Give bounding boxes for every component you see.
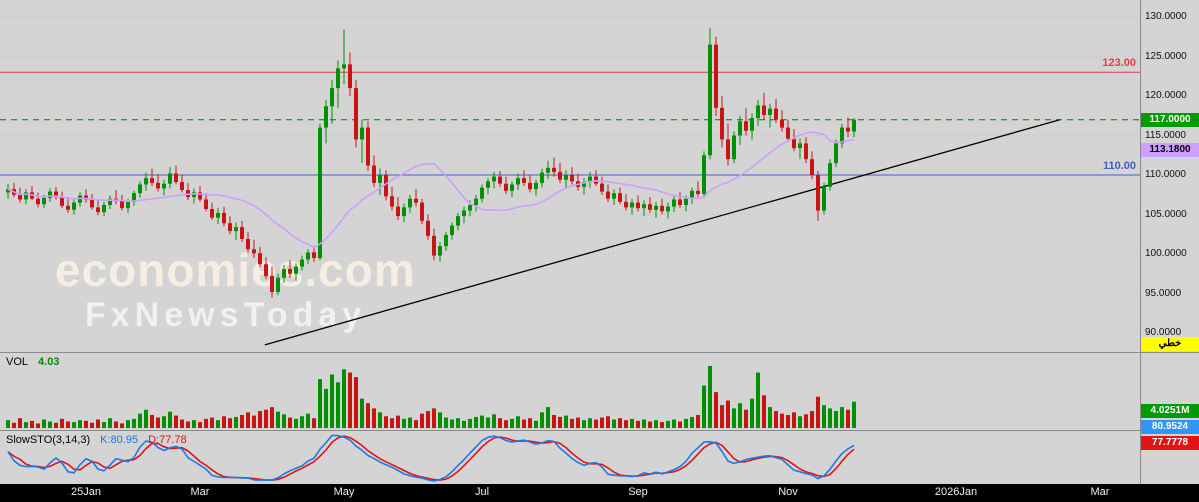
watermark: economies.com FxNewsToday: [55, 246, 416, 334]
overlay-lines[interactable]: [0, 71, 1140, 176]
price-tick-label: 125.0000: [1145, 50, 1187, 62]
price-tick-label: 110.0000: [1145, 169, 1186, 180]
ma-value-badge: 113.1800: [1141, 143, 1199, 157]
volume-bars: [6, 366, 856, 428]
time-axis-label: Nov: [778, 486, 798, 498]
price-tick-label: 130.0000: [1145, 11, 1187, 22]
last-price-badge: 117.0000: [1141, 113, 1199, 127]
time-axis-label: Mar: [1090, 486, 1110, 498]
time-axis-label: Jul: [474, 486, 490, 498]
price-tick-label: 100.0000: [1145, 248, 1187, 259]
volume-value-badge: 4.0251M: [1141, 404, 1199, 418]
price-tick-label: 120.0000: [1145, 90, 1187, 101]
candles: [6, 28, 856, 298]
price-tick-label: 105.0000: [1145, 208, 1187, 220]
volume-panel-title: VOL 4.03: [6, 356, 59, 368]
watermark-brand: economies.com: [55, 244, 416, 296]
stochastic-k-value: K:80.95: [100, 434, 139, 446]
stoch-k-line: [7, 434, 855, 482]
stoch-k-badge: 80.9524: [1141, 420, 1199, 434]
watermark-subbrand: FxNewsToday: [85, 296, 367, 335]
time-axis-label: Sep: [628, 486, 648, 498]
time-axis-label: 25Jan: [71, 486, 101, 498]
time-axis-label: 2026Jan: [934, 486, 978, 498]
time-axis-label: May: [333, 486, 355, 498]
stochastic-lines: [7, 434, 855, 482]
chart-type-badge[interactable]: خطي: [1141, 337, 1199, 351]
volume-indicator-label: VOL: [6, 356, 29, 368]
price-tick-label: 90.0000: [1145, 327, 1182, 338]
resistance-line-label: 123.00: [1102, 57, 1136, 70]
time-axis-label: Mar: [190, 486, 210, 498]
price-axis[interactable]: 130.0000 125.0000 120.0000 115.0000 110.0000…: [1141, 0, 1199, 484]
stochastic-panel-title: SlowSTO(3,14,3) K:80.95 D:77.78: [6, 434, 197, 446]
volume-current-value: 4.03: [38, 356, 60, 368]
trend-line[interactable]: [264, 119, 1060, 346]
support-line-label: 110.00: [1102, 160, 1136, 172]
stoch-d-badge: 77.7778: [1141, 436, 1199, 450]
price-tick-label: 95.0000: [1145, 287, 1182, 299]
time-axis[interactable]: 25Jan Mar May Jul Sep Nov 2026Jan Mar: [0, 484, 1199, 502]
panel-dividers: [0, 0, 1199, 484]
stochastic-indicator-label: SlowSTO(3,14,3): [6, 434, 91, 446]
stochastic-d-value: D:77.78: [148, 434, 187, 446]
ma-line: [7, 131, 855, 249]
price-tick-label: 115.0000: [1145, 129, 1186, 141]
